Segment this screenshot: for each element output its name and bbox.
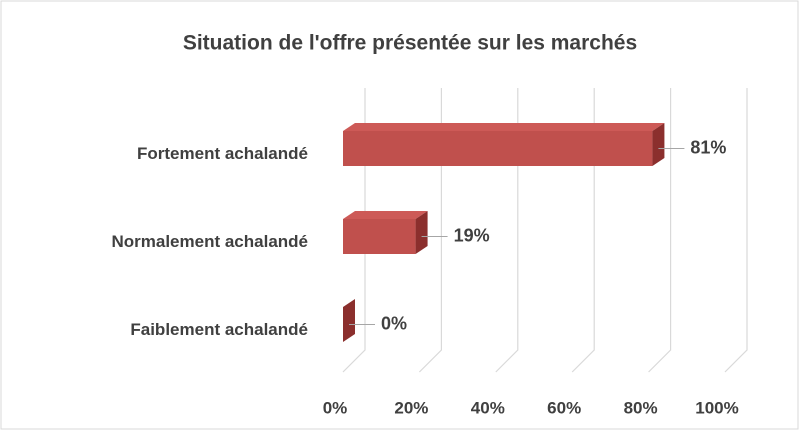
- value-label: 19%: [454, 225, 490, 245]
- value-label: 81%: [690, 137, 726, 157]
- bar-side: [652, 123, 665, 166]
- x-tick-label: 100%: [695, 398, 738, 417]
- category-label: Normalement achalandé: [111, 232, 308, 251]
- bar-side: [343, 299, 355, 342]
- x-tick-label: 0%: [323, 398, 348, 417]
- grid-line: [342, 88, 366, 373]
- bar: [343, 219, 416, 254]
- x-tick-label: 80%: [624, 398, 658, 417]
- grid-line: [418, 88, 442, 373]
- bar-top: [343, 123, 665, 131]
- grid-line: [571, 88, 595, 373]
- x-tick-label: 40%: [471, 398, 505, 417]
- grid-line: [495, 88, 519, 373]
- category-label: Fortement achalandé: [137, 144, 308, 163]
- x-tick-label: 60%: [547, 398, 581, 417]
- grid-line: [648, 88, 672, 373]
- bar: [343, 131, 653, 166]
- x-tick-label: 20%: [394, 398, 428, 417]
- category-label: Faiblement achalandé: [130, 320, 308, 339]
- bar-side: [415, 211, 428, 254]
- bar-top: [343, 211, 428, 219]
- value-label: 0%: [381, 313, 407, 333]
- chart-title: Situation de l'offre présentée sur les m…: [183, 32, 637, 55]
- grid-line: [724, 88, 748, 373]
